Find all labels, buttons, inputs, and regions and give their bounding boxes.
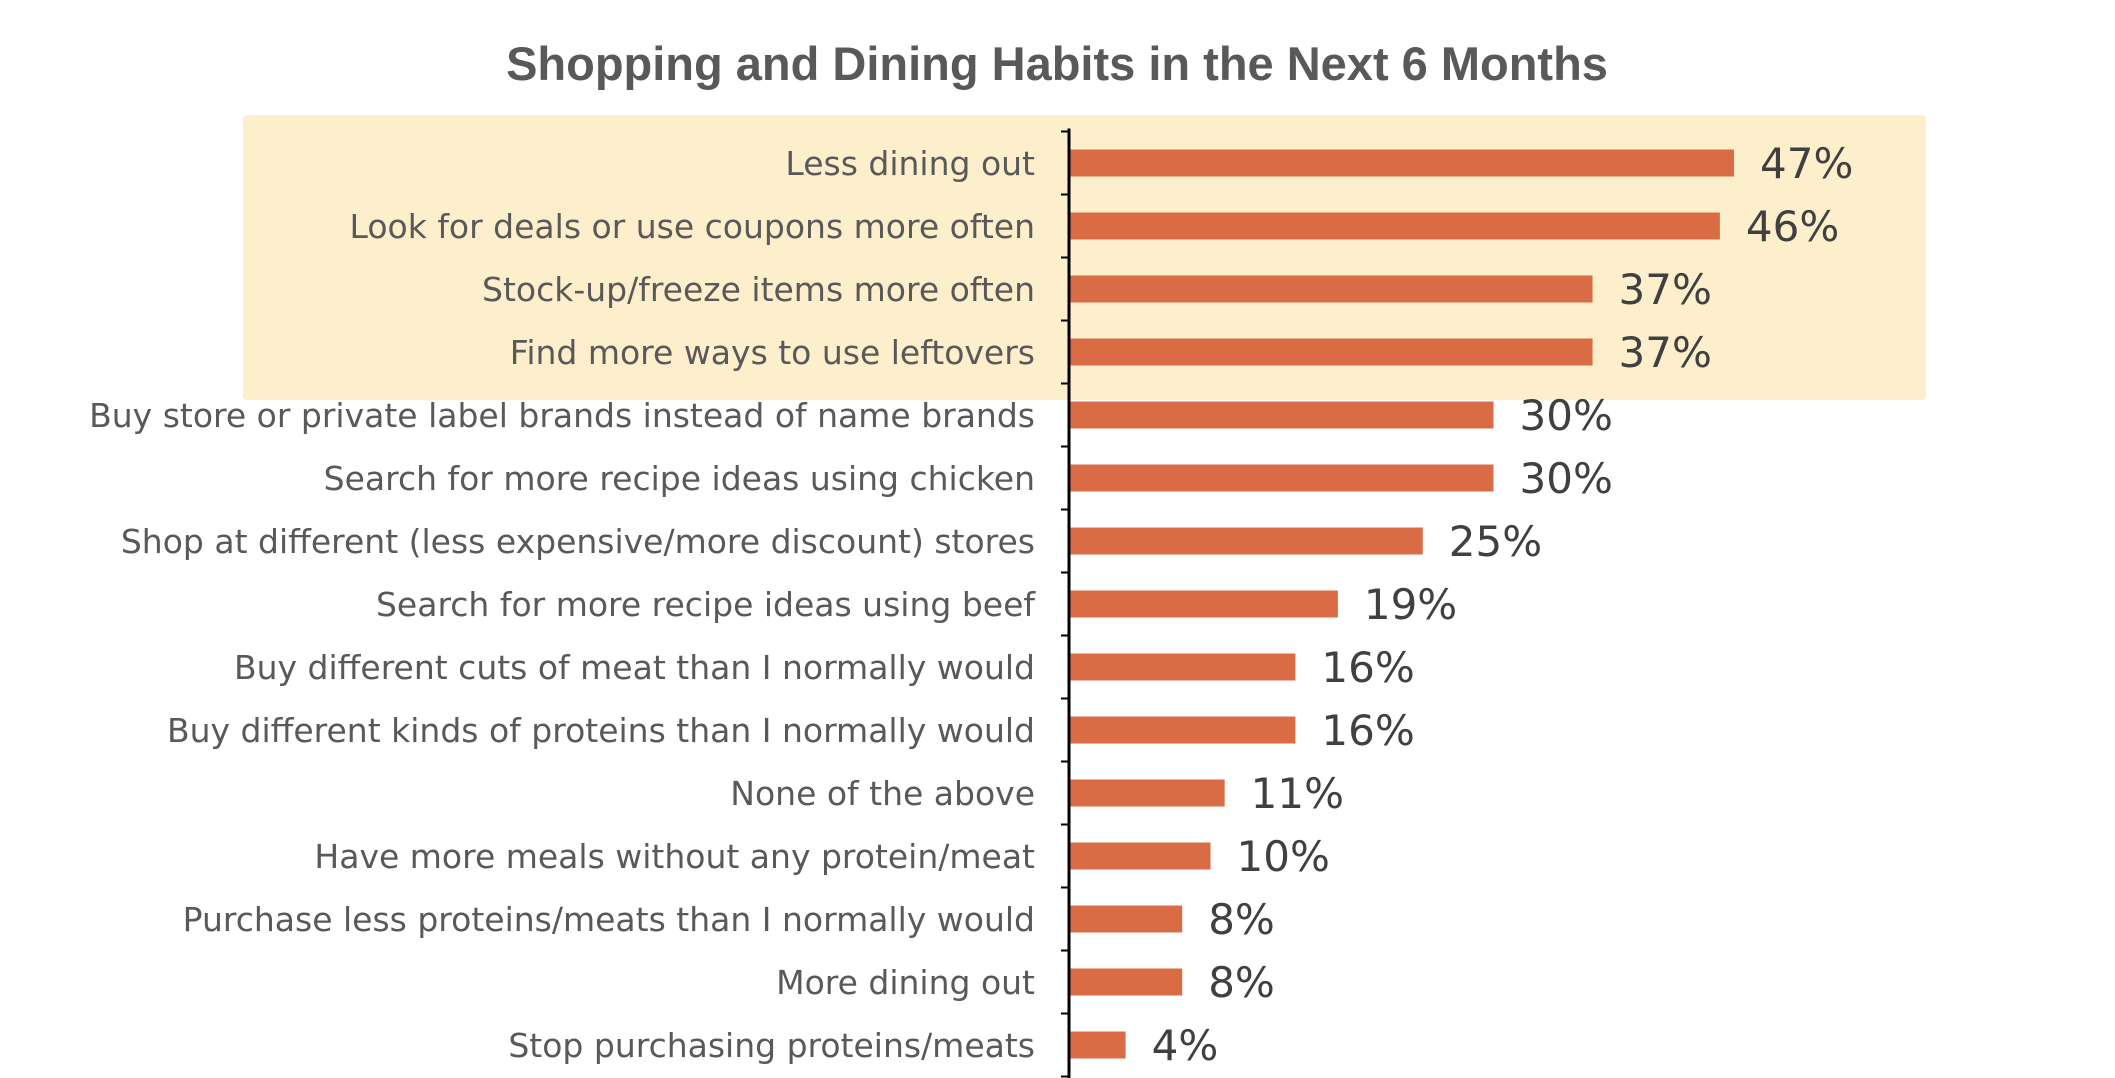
bar [1069, 842, 1211, 870]
y-axis-ticks [1061, 130, 1069, 1078]
category-label: Purchase less proteins/meats than I norm… [183, 900, 1035, 939]
category-label: More dining out [776, 963, 1035, 1002]
category-label: Look for deals or use coupons more often [350, 207, 1035, 246]
category-label: Search for more recipe ideas using chick… [324, 459, 1035, 498]
data-label: 8% [1208, 958, 1275, 1007]
bar [1069, 590, 1338, 618]
value-labels: 47%46%37%37%30%30%25%19%16%16%11%10%8%8%… [1152, 139, 1854, 1070]
bar [1069, 212, 1720, 240]
data-label: 37% [1619, 265, 1712, 314]
category-label: Less dining out [785, 144, 1035, 183]
highlight-box [243, 115, 1926, 400]
bar [1069, 1031, 1126, 1059]
bar [1069, 527, 1423, 555]
bar [1069, 275, 1593, 303]
data-label: 25% [1449, 517, 1542, 566]
bar [1069, 149, 1735, 177]
data-label: 47% [1760, 139, 1853, 188]
category-labels: Less dining out Look for deals or use cou… [89, 144, 1036, 1065]
data-label: 11% [1251, 769, 1344, 818]
category-label: Shop at different (less expensive/more d… [121, 522, 1035, 561]
bar [1069, 401, 1494, 429]
category-label: Find more ways to use leftovers [510, 333, 1035, 372]
data-label: 30% [1520, 391, 1613, 440]
data-label: 10% [1237, 832, 1330, 881]
bar [1069, 338, 1593, 366]
category-label: Stop purchasing proteins/meats [508, 1026, 1035, 1065]
data-label: 46% [1746, 202, 1839, 251]
data-label: 8% [1208, 895, 1275, 944]
bar [1069, 779, 1225, 807]
bar [1069, 968, 1183, 996]
bar [1069, 716, 1296, 744]
data-label: 19% [1364, 580, 1457, 629]
category-label: Buy store or private label brands instea… [89, 396, 1035, 435]
data-label: 16% [1321, 643, 1414, 692]
data-label: 30% [1520, 454, 1613, 503]
data-label: 16% [1321, 706, 1414, 755]
chart-title: Shopping and Dining Habits in the Next 6… [506, 37, 1608, 90]
bars-layer [1069, 149, 1735, 1059]
data-label: 4% [1152, 1021, 1219, 1070]
category-label: Stock-up/freeze items more often [482, 270, 1035, 309]
bar [1069, 464, 1494, 492]
bar [1069, 653, 1296, 681]
category-label: None of the above [730, 774, 1035, 813]
bar [1069, 905, 1183, 933]
data-label: 37% [1619, 328, 1712, 377]
category-label: Buy different cuts of meat than I normal… [234, 648, 1035, 687]
category-label: Have more meals without any protein/meat [314, 837, 1035, 876]
category-label: Search for more recipe ideas using beef [376, 585, 1036, 624]
category-label: Buy different kinds of proteins than I n… [167, 711, 1035, 750]
